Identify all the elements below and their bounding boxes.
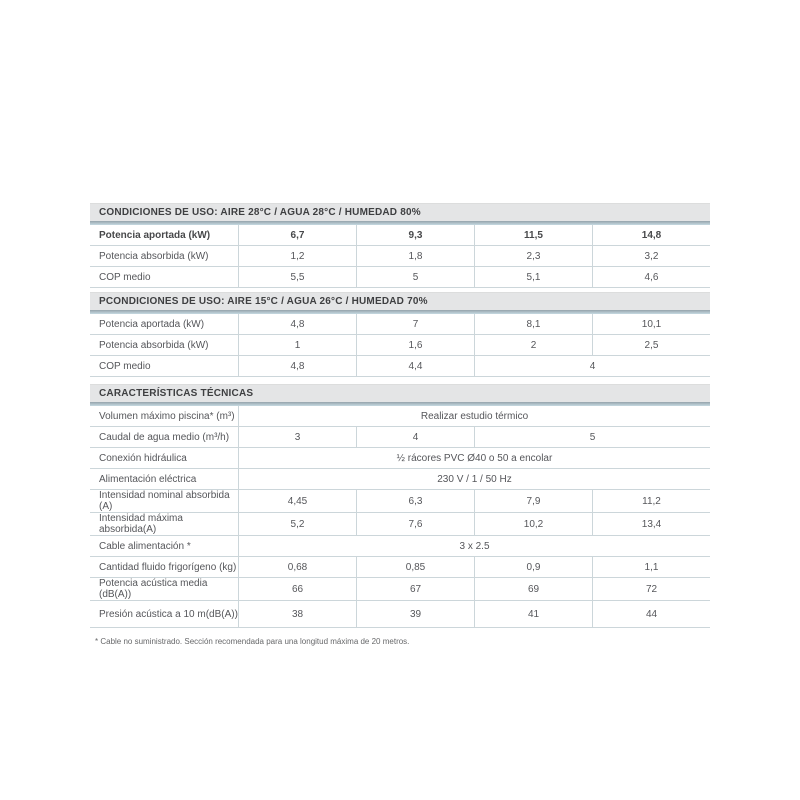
table-row: Conexión hidráulica ½ rácores PVC Ø40 o …	[90, 448, 710, 469]
value-cell: 7,6	[356, 513, 474, 535]
value-cell-merged: ½ rácores PVC Ø40 o 50 a encolar	[238, 448, 710, 468]
value-cell: 39	[356, 601, 474, 627]
value-cell: 9,3	[356, 225, 474, 245]
row-label: Potencia acústica media (dB(A))	[99, 578, 208, 600]
section-header: CONDICIONES DE USO: AIRE 28°C / AGUA 28°…	[90, 203, 710, 221]
value-cell: 6,7	[238, 225, 356, 245]
value-cell: 10,1	[592, 314, 710, 334]
value-cell: 0,85	[356, 557, 474, 577]
row-label: Volumen máximo piscina* (m³)	[99, 410, 235, 422]
table-row: Potencia aportada (kW) 4,8 7 8,1 10,1	[90, 314, 710, 335]
row-label: COP medio	[99, 360, 151, 372]
table-row: Volumen máximo piscina* (m³) Realizar es…	[90, 406, 710, 427]
value-cell: 2	[474, 335, 592, 355]
value-cell: 38	[238, 601, 356, 627]
table-row: Potencia absorbida (kW) 1 1,6 2 2,5	[90, 335, 710, 356]
table-row: Intensidad máxima absorbida(A) 5,2 7,6 1…	[90, 513, 710, 536]
value-cell: 1,2	[238, 246, 356, 266]
row-label: Intensidad máxima absorbida(A)	[99, 513, 183, 535]
row-label: Intensidad nominal absorbida (A)	[99, 490, 230, 512]
value-cell: 1	[238, 335, 356, 355]
section-technical-characteristics: CARACTERÍSTICAS TÉCNICAS Volumen máximo …	[90, 384, 710, 628]
value-cell: 10,2	[474, 513, 592, 535]
table-row: Presión acústica a 10 m(dB(A)) 38 39 41 …	[90, 601, 710, 628]
value-cell: 7,9	[474, 490, 592, 512]
value-cell-merged: 230 V / 1 / 50 Hz	[238, 469, 710, 489]
value-cell: 4,8	[238, 314, 356, 334]
row-label: Cantidad fluido frigorígeno (kg)	[99, 561, 237, 573]
row-label: Potencia aportada (kW)	[99, 229, 211, 241]
value-cell: 7	[356, 314, 474, 334]
value-cell: 1,8	[356, 246, 474, 266]
row-label: Potencia aportada (kW)	[99, 318, 205, 330]
section-accent-line	[90, 221, 710, 225]
footnote: * Cable no suministrado. Sección recomen…	[95, 637, 410, 646]
value-cell: 2,5	[592, 335, 710, 355]
table-row: Potencia aportada (kW) 6,7 9,3 11,5 14,8	[90, 225, 710, 246]
row-label: Conexión hidráulica	[99, 452, 187, 464]
value-cell: 0,9	[474, 557, 592, 577]
value-cell: 4,6	[592, 267, 710, 287]
table-row: COP medio 5,5 5 5,1 4,6	[90, 267, 710, 288]
value-cell: 8,1	[474, 314, 592, 334]
section-header: PCONDICIONES DE USO: AIRE 15°C / AGUA 26…	[90, 292, 710, 310]
row-label: Caudal de agua medio (m³/h)	[99, 431, 230, 443]
value-cell: 5	[356, 267, 474, 287]
value-cell: 11,5	[474, 225, 592, 245]
value-cell: 3	[238, 427, 356, 447]
value-cell: 5,5	[238, 267, 356, 287]
table-row: COP medio 4,8 4,4 4	[90, 356, 710, 377]
value-cell-merged: 5	[474, 427, 710, 447]
value-cell-merged: 3 x 2.5	[238, 536, 710, 556]
section-accent-line	[90, 310, 710, 314]
row-label: Potencia absorbida (kW)	[99, 250, 209, 262]
value-cell: 4	[356, 427, 474, 447]
value-cell: 4,45	[238, 490, 356, 512]
value-cell: 0,68	[238, 557, 356, 577]
value-cell: 41	[474, 601, 592, 627]
value-cell: 6,3	[356, 490, 474, 512]
row-label: Alimentación eléctrica	[99, 473, 197, 485]
row-label: COP medio	[99, 271, 151, 283]
value-cell: 5,2	[238, 513, 356, 535]
table-row: Caudal de agua medio (m³/h) 3 4 5	[90, 427, 710, 448]
row-label: Cable alimentación *	[99, 540, 191, 552]
value-cell-merged: 4	[474, 356, 710, 376]
value-cell: 44	[592, 601, 710, 627]
value-cell: 5,1	[474, 267, 592, 287]
value-cell: 69	[474, 578, 592, 600]
table-row: Potencia acústica media (dB(A)) 66 67 69…	[90, 578, 710, 601]
spec-sheet: CONDICIONES DE USO: AIRE 28°C / AGUA 28°…	[90, 203, 710, 646]
value-cell: 66	[238, 578, 356, 600]
value-cell: 11,2	[592, 490, 710, 512]
value-cell-merged: Realizar estudio térmico	[238, 406, 710, 426]
value-cell: 3,2	[592, 246, 710, 266]
table-row: Potencia absorbida (kW) 1,2 1,8 2,3 3,2	[90, 246, 710, 267]
value-cell: 72	[592, 578, 710, 600]
section-accent-line	[90, 402, 710, 406]
value-cell: 14,8	[592, 225, 710, 245]
table-row: Cantidad fluido frigorígeno (kg) 0,68 0,…	[90, 557, 710, 578]
row-label: Potencia absorbida (kW)	[99, 339, 209, 351]
value-cell: 2,3	[474, 246, 592, 266]
value-cell: 4,4	[356, 356, 474, 376]
section-header: CARACTERÍSTICAS TÉCNICAS	[90, 384, 710, 402]
value-cell: 67	[356, 578, 474, 600]
table-row: Alimentación eléctrica 230 V / 1 / 50 Hz	[90, 469, 710, 490]
table-row: Intensidad nominal absorbida (A) 4,45 6,…	[90, 490, 710, 513]
section-conditions-28: CONDICIONES DE USO: AIRE 28°C / AGUA 28°…	[90, 203, 710, 288]
section-conditions-15: PCONDICIONES DE USO: AIRE 15°C / AGUA 26…	[90, 292, 710, 377]
value-cell: 4,8	[238, 356, 356, 376]
value-cell: 1,6	[356, 335, 474, 355]
value-cell: 13,4	[592, 513, 710, 535]
row-label: Presión acústica a 10 m(dB(A))	[99, 608, 238, 620]
table-row: Cable alimentación * 3 x 2.5	[90, 536, 710, 557]
value-cell: 1,1	[592, 557, 710, 577]
